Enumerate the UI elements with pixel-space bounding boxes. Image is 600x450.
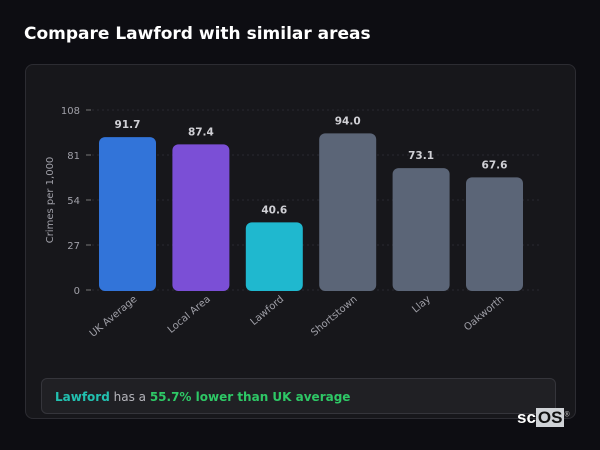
scos-logo: sc OS ® xyxy=(517,408,570,427)
summary-middle: has a xyxy=(109,390,150,404)
data-label: 73.1 xyxy=(408,150,434,162)
data-label: 91.7 xyxy=(115,119,141,131)
summary-result: 55.7% lower than UK average xyxy=(149,390,351,404)
y-tick-label: 81 xyxy=(67,151,80,162)
page-title: Compare Lawford with similar areas xyxy=(24,24,371,44)
data-label: 87.4 xyxy=(188,126,214,138)
bar-llay[interactable] xyxy=(392,168,450,291)
y-tick-label: 54 xyxy=(67,196,80,207)
logo-text-a: sc xyxy=(517,408,536,427)
bar-lawford[interactable] xyxy=(245,222,303,291)
bar-oakworth[interactable] xyxy=(466,177,523,291)
bar-local-area[interactable] xyxy=(172,144,230,291)
x-tick-label: Oakworth xyxy=(462,294,506,334)
logo-text-b: OS xyxy=(535,408,565,427)
y-axis-label: Crimes per 1,000 xyxy=(45,157,56,244)
x-tick-label: Llay xyxy=(410,294,433,316)
bar-uk-average[interactable] xyxy=(99,137,156,291)
y-tick-label: 108 xyxy=(61,106,80,117)
summary-box: Lawford has a 55.7% lower than UK averag… xyxy=(41,378,556,414)
summary-subject: Lawford xyxy=(55,390,110,404)
y-tick-label: 0 xyxy=(74,286,80,297)
x-tick-label: Lawford xyxy=(249,294,287,328)
y-tick-label: 27 xyxy=(67,241,80,252)
data-label: 67.6 xyxy=(482,159,508,171)
x-tick-label: Local Area xyxy=(166,294,213,336)
x-tick-label: Shortstown xyxy=(309,294,359,339)
data-label: 94.0 xyxy=(335,115,361,127)
x-tick-label: UK Average xyxy=(88,294,140,340)
data-label: 40.6 xyxy=(261,204,287,216)
bar-shortstown[interactable] xyxy=(319,133,377,291)
